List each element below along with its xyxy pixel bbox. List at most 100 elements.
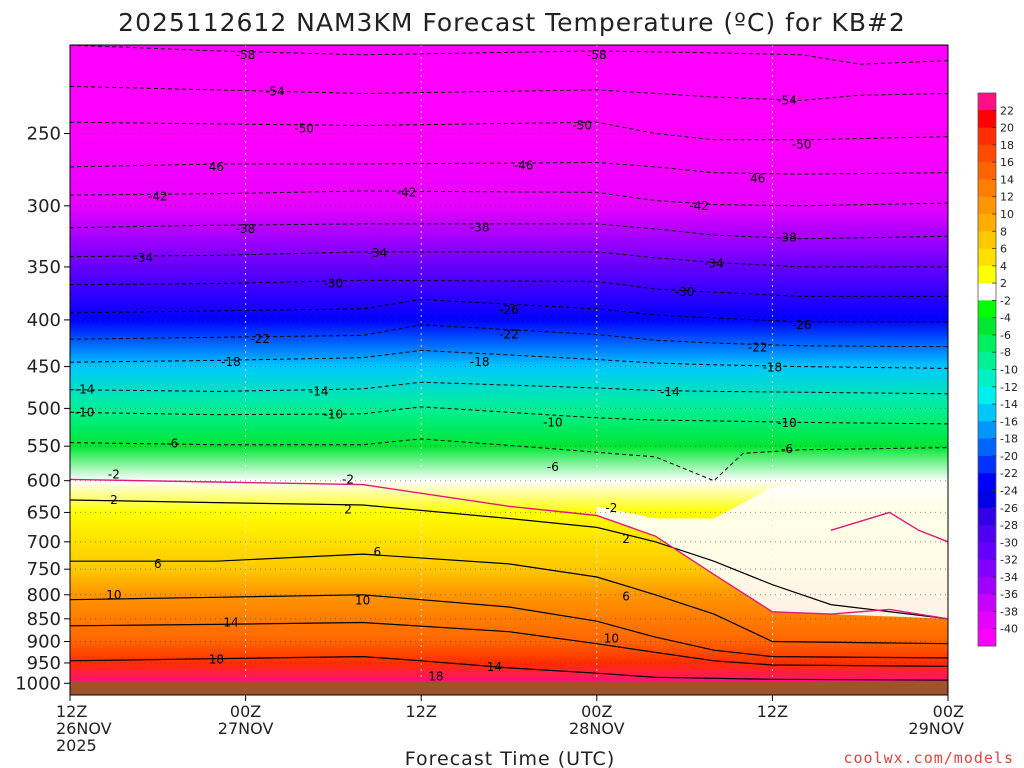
color-legend: 22 20 18 16 14 12 10 8 6 4 2 -2 -4 -6 -8 -10 -12 -14 -16 -1… xyxy=(977,92,1018,647)
contour-label: -6 xyxy=(547,460,559,474)
freezing-contour xyxy=(830,511,948,543)
contour-label: 14 xyxy=(223,616,238,630)
legend-label: 8 xyxy=(1000,225,1007,238)
solid-contour-2 xyxy=(70,499,948,620)
contour-label: -30 xyxy=(324,277,344,291)
contour-label: -50 xyxy=(572,118,592,132)
y-tick-label: 1000 xyxy=(15,673,61,694)
contour-label: -10 xyxy=(777,416,797,430)
contour-label: -6 xyxy=(781,442,793,456)
contour-label: -14 xyxy=(309,384,329,398)
solid-contour-18 xyxy=(70,655,948,681)
legend-swatch xyxy=(978,352,996,370)
x-tick-label: 12Z xyxy=(757,702,788,721)
contour-label: -50 xyxy=(792,137,812,151)
legend-label: -24 xyxy=(1000,484,1018,497)
y-tick-label: 650 xyxy=(27,502,61,523)
contour-label: 2 xyxy=(344,502,352,516)
contour-label: -54 xyxy=(777,93,797,107)
dashed-contour--30 xyxy=(70,279,948,297)
y-tick-label: 900 xyxy=(27,631,61,652)
legend-label: -14 xyxy=(1000,398,1018,411)
dashed-contour--58 xyxy=(70,45,948,65)
y-tick-label: 850 xyxy=(27,609,61,630)
legend-swatch xyxy=(978,421,996,440)
legend-label: -22 xyxy=(1000,467,1018,480)
legend-label: -26 xyxy=(1000,502,1018,515)
contour-label: -2 xyxy=(342,472,354,486)
y-tick-label: 300 xyxy=(27,196,61,217)
y-tick-label: 250 xyxy=(27,123,61,144)
legend-label: 6 xyxy=(1000,243,1007,256)
legend-label: -2 xyxy=(1000,294,1011,307)
x-tick-label: 26NOV xyxy=(56,719,112,738)
legend-swatch xyxy=(978,179,996,198)
x-tick-label: 12Z xyxy=(406,702,437,721)
legend-swatch xyxy=(978,283,996,301)
x-axis-title: Forecast Time (UTC) xyxy=(405,748,615,768)
contour-label: -22 xyxy=(250,332,270,346)
x-tick-label: 00Z xyxy=(933,702,964,721)
legend-label: 18 xyxy=(1000,139,1014,152)
dashed-contour--54 xyxy=(70,85,948,101)
y-tick-label: 350 xyxy=(27,257,61,278)
credit-text: coolwx.com/models xyxy=(843,749,1014,767)
legend-swatch xyxy=(978,231,996,250)
contour-label: -42 xyxy=(689,199,709,213)
chart-title: 2025112612 NAM3KM Forecast Temperature (… xyxy=(118,8,906,37)
legend-label: -34 xyxy=(1000,571,1018,584)
legend-swatch xyxy=(978,110,996,129)
dashed-contour--26 xyxy=(70,298,948,323)
dashed-contour--10 xyxy=(70,406,948,425)
x-tick-label: 28NOV xyxy=(569,719,625,738)
plot-area: -58 -58 -54 -54 -50 -50 -50 46 -46 46 -42 -42 -42 -38… xyxy=(70,45,948,695)
contour-label: -2 xyxy=(108,468,120,482)
legend-label: -18 xyxy=(1000,433,1018,446)
y-tick-label: 800 xyxy=(27,585,61,606)
contour-label: 10 xyxy=(604,631,619,645)
legend-label: -36 xyxy=(1000,588,1018,601)
contour-label: -42 xyxy=(148,189,168,203)
contour-label: 46 xyxy=(209,160,224,174)
legend-swatch xyxy=(978,93,996,111)
contour-label: -2 xyxy=(605,501,617,515)
contour-label: 18 xyxy=(428,669,443,683)
legend-swatch xyxy=(978,628,996,647)
contour-label: -26 xyxy=(499,303,519,317)
contour-label: -22 xyxy=(499,327,519,341)
legend-swatch xyxy=(978,473,996,491)
legend-swatch xyxy=(978,300,996,319)
surface-strip xyxy=(70,681,948,695)
legend-label: 16 xyxy=(1000,156,1014,169)
y-tick-label: 400 xyxy=(27,310,61,331)
contour-label: 6 xyxy=(622,589,630,603)
grid-lines xyxy=(70,45,948,695)
contour-label: -18 xyxy=(763,360,783,374)
dashed-contour--46 xyxy=(70,161,948,175)
legend-swatch xyxy=(978,507,996,526)
y-tick-label: 550 xyxy=(27,436,61,457)
y-tick-label: 750 xyxy=(27,559,61,580)
legend-label: -28 xyxy=(1000,519,1018,532)
legend-label: -20 xyxy=(1000,450,1018,463)
contour-label: 10 xyxy=(355,594,370,608)
legend-label: -16 xyxy=(1000,415,1018,428)
x-tick-label: 2025 xyxy=(56,736,97,755)
contour-label: -18 xyxy=(470,355,490,369)
contour-label: 14 xyxy=(487,660,502,674)
solid-contour-14 xyxy=(70,621,948,667)
contour-label: 2 xyxy=(110,493,118,507)
plot-frame xyxy=(69,44,949,696)
dashed-contour--42 xyxy=(70,190,948,207)
legend-swatch xyxy=(978,334,996,353)
y-tick-label: 700 xyxy=(27,532,61,553)
contour-label: -14 xyxy=(75,383,95,397)
contour-label: 6 xyxy=(373,545,381,559)
dashed-contour--22 xyxy=(70,324,948,348)
contour-label: -14 xyxy=(660,385,680,399)
legend-label: 12 xyxy=(1000,191,1014,204)
legend-label: -12 xyxy=(1000,381,1018,394)
contour-label: -58 xyxy=(236,48,256,62)
